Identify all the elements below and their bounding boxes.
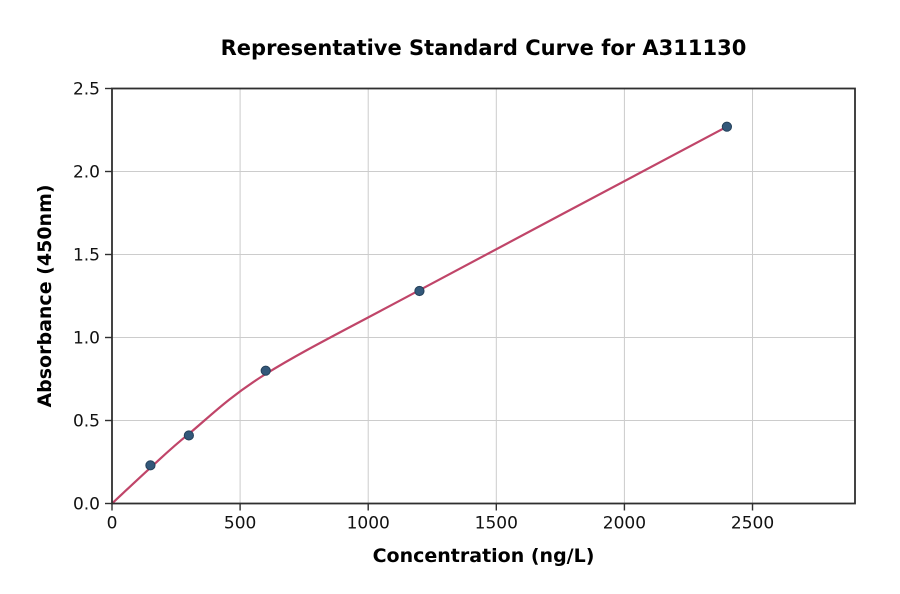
data-points — [145, 121, 732, 471]
chart-title: Representative Standard Curve for A31113… — [220, 36, 747, 60]
x-tick-label: 1000 — [347, 514, 390, 534]
y-axis-label: Absorbance (450nm) — [34, 184, 56, 408]
tick-marks — [105, 87, 754, 511]
x-tick-label: 0 — [107, 514, 118, 534]
y-tick-label: 0.5 — [73, 412, 100, 432]
x-tick-label: 2500 — [731, 514, 774, 534]
y-tick-label: 2.0 — [73, 163, 100, 183]
x-tick-label: 500 — [224, 514, 256, 534]
x-axis-label: Concentration (ng/L) — [372, 545, 595, 567]
data-point — [260, 365, 271, 376]
x-tick-label: 2000 — [603, 514, 646, 534]
data-point — [145, 460, 156, 471]
data-point — [721, 121, 732, 132]
data-point — [414, 285, 425, 297]
y-tick-label: 1.5 — [73, 246, 100, 266]
fit-curve-path — [110, 125, 728, 505]
tick-labels: 0 500 1000 1500 2000 2500 0.0 0.5 1.0 1.5 2.0 2.5 — [73, 80, 774, 534]
y-tick-label: 0.0 — [73, 495, 100, 515]
grid-lines — [111, 88, 855, 504]
x-tick-label: 1500 — [475, 514, 518, 534]
plot-frame — [111, 87, 856, 505]
axes-spines — [111, 87, 856, 505]
fit-curve — [110, 125, 728, 505]
y-tick-label: 2.5 — [73, 80, 100, 100]
y-tick-label: 1.0 — [73, 329, 100, 349]
data-point — [183, 430, 194, 441]
